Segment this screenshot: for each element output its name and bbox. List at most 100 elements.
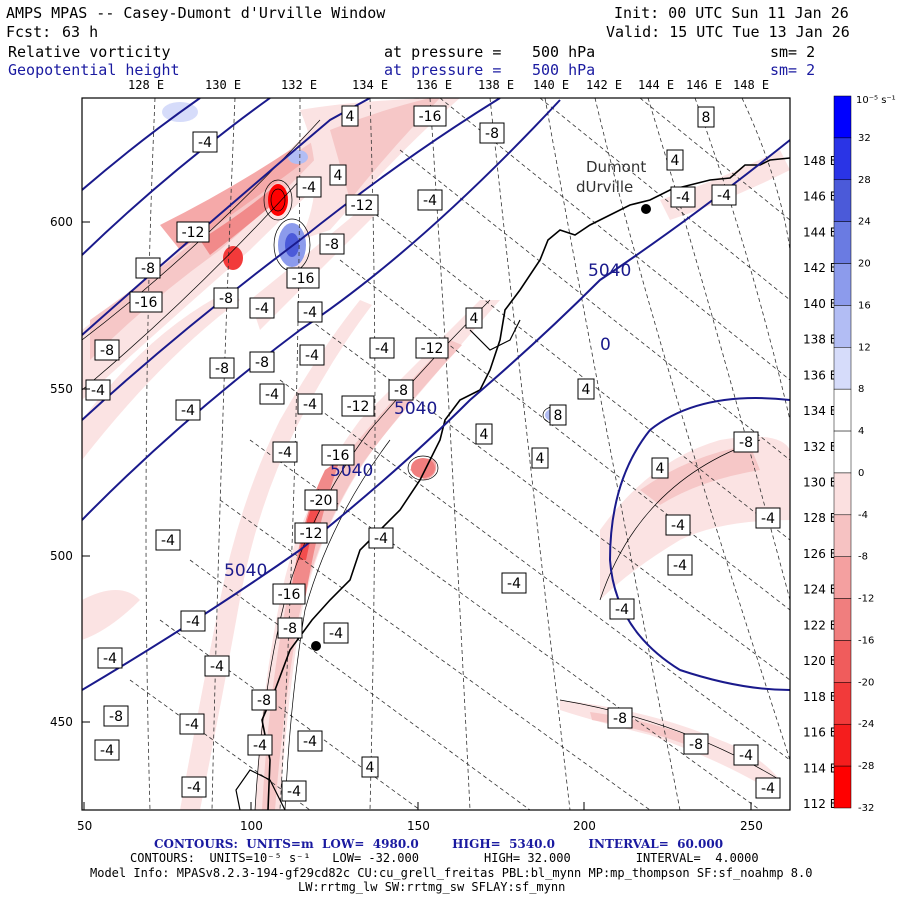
vorticity-label: -4 xyxy=(296,176,322,198)
colorbar-swatch xyxy=(833,263,852,306)
top-lon-label: 132 E xyxy=(281,78,318,92)
vorticity-label: -4 xyxy=(192,131,218,153)
vorticity-label-text: -12 xyxy=(182,225,205,241)
vorticity-label: -4 xyxy=(155,529,181,551)
coastline xyxy=(261,157,790,810)
vorticity-label-box xyxy=(665,514,691,536)
top-lon-label: 140 E xyxy=(533,78,570,92)
svg-text:250: 250 xyxy=(740,819,763,833)
vorticity-label-text: -4 xyxy=(255,301,269,317)
vorticity-label-box xyxy=(155,529,181,551)
vorticity-label-box xyxy=(277,617,303,639)
vorticity-label: -8 xyxy=(213,287,239,309)
vorticity-label-text: -4 xyxy=(161,533,175,549)
vorticity-label-box xyxy=(345,194,379,216)
vorticity-label-box xyxy=(697,106,715,128)
right-lon-label: 140 E xyxy=(803,297,837,311)
vorticity-label-box xyxy=(388,379,414,401)
svg-text:200: 200 xyxy=(573,819,596,833)
vorticity-label-text: 4 xyxy=(346,109,355,125)
colorbar-label: 12 xyxy=(858,342,871,353)
colorbar-swatch xyxy=(833,388,852,432)
footer-model-info-2: LW:rrtmg_lw SW:rrtmg_sw SFLAY:sf_mynn xyxy=(298,880,566,894)
vorticity-label-text: -12 xyxy=(351,198,374,214)
vorticity-label-text: -4 xyxy=(671,518,685,534)
vorticity-label-box xyxy=(683,733,709,755)
right-lon-label: 146 E xyxy=(803,190,837,204)
vorticity-label-box xyxy=(247,734,273,756)
vorticity-label: -8 xyxy=(277,617,303,639)
vorticity-label-box xyxy=(192,131,218,153)
vorticity-label-box xyxy=(272,583,306,605)
right-lon-label: 118 E xyxy=(803,690,837,704)
vorticity-label-text: -4 xyxy=(761,781,775,797)
vorticity-label-text: -12 xyxy=(421,341,444,357)
vorticity-label-text: -8 xyxy=(141,261,155,277)
colorbar-swatch xyxy=(833,305,852,348)
vorticity-label: -4 xyxy=(297,730,323,752)
vorticity-label-text: -4 xyxy=(676,190,690,206)
vorticity-label-text: -12 xyxy=(300,526,323,542)
plot-frame xyxy=(81,97,791,811)
vorticity-label: -8 xyxy=(94,339,120,361)
vorticity-label: -8 xyxy=(135,257,161,279)
colorbar-label: -24 xyxy=(858,719,874,730)
vorticity-label: 4 xyxy=(475,423,493,445)
vorticity-label-text: -4 xyxy=(374,531,388,547)
vorticity-label: -4 xyxy=(247,734,273,756)
right-lon-label: 132 E xyxy=(803,440,837,454)
dumont-label: Dumont xyxy=(586,158,646,176)
vorticity-label-box xyxy=(475,423,493,445)
vorticity-label-text: -16 xyxy=(292,271,315,287)
top-lon-label: 144 E xyxy=(638,78,675,92)
vorticity-label-box xyxy=(609,598,635,620)
vorticity-label: -4 xyxy=(369,337,395,359)
vorticity-label-text: -8 xyxy=(257,693,271,709)
vorticity-label-box xyxy=(323,622,349,644)
vorticity-label-box xyxy=(577,378,595,400)
vorticity-label: -4 xyxy=(323,622,349,644)
vorticity-label: 4 xyxy=(329,164,347,186)
vorticity-label-box xyxy=(361,756,379,778)
vorticity-label-box xyxy=(417,189,443,211)
vorticity-label-text: -8 xyxy=(255,355,269,371)
right-lon-label: 148 E xyxy=(803,154,837,168)
top-lon-label: 136 E xyxy=(416,78,453,92)
vorticity-label-text: 4 xyxy=(480,427,489,443)
colorbar-swatch xyxy=(833,723,852,767)
vorticity-label-text: -8 xyxy=(739,435,753,451)
vorticity-label: -4 xyxy=(297,393,323,415)
right-lon-label: 144 E xyxy=(803,225,837,239)
colorbar-swatch xyxy=(833,347,852,390)
vorticity-label-text: -8 xyxy=(109,709,123,725)
vorticity-label-text: -8 xyxy=(219,291,233,307)
vorticity-label-box xyxy=(531,447,549,469)
colorbar-swatch xyxy=(833,514,852,557)
vorticity-label-text: -8 xyxy=(394,383,408,399)
vorticity-label-box xyxy=(297,393,323,415)
lat-lon-grid xyxy=(129,98,790,810)
right-lon-label: 128 E xyxy=(803,511,837,525)
coastline-inland xyxy=(235,319,521,810)
vorticity-label-text: -8 xyxy=(689,737,703,753)
svg-text:550: 550 xyxy=(50,382,73,396)
colorbar-units: 10⁻⁵ s⁻¹ xyxy=(856,95,896,106)
vorticity-label-box xyxy=(297,730,323,752)
vorticity-label: -4 xyxy=(85,379,111,401)
svg-text:150: 150 xyxy=(407,819,430,833)
vorticity-label-box xyxy=(501,572,527,594)
vorticity-label-text: -4 xyxy=(507,576,521,592)
svg-text:5040: 5040 xyxy=(394,399,437,419)
colorbar-label: 28 xyxy=(858,175,871,186)
vorticity-label-box xyxy=(415,337,449,359)
colorbar-label: 4 xyxy=(858,426,864,437)
svg-text:5040: 5040 xyxy=(224,561,267,581)
field2-name: Geopotential height xyxy=(8,61,180,79)
vorticity-label-text: -4 xyxy=(717,188,731,204)
vorticity-label-box xyxy=(329,164,347,186)
vorticity-label-text: -4 xyxy=(329,626,343,642)
vorticity-label: -12 xyxy=(341,395,375,417)
vorticity-label-box xyxy=(733,744,759,766)
vorticity-label: -4 xyxy=(179,713,205,735)
colorbar-swatch xyxy=(833,472,852,516)
